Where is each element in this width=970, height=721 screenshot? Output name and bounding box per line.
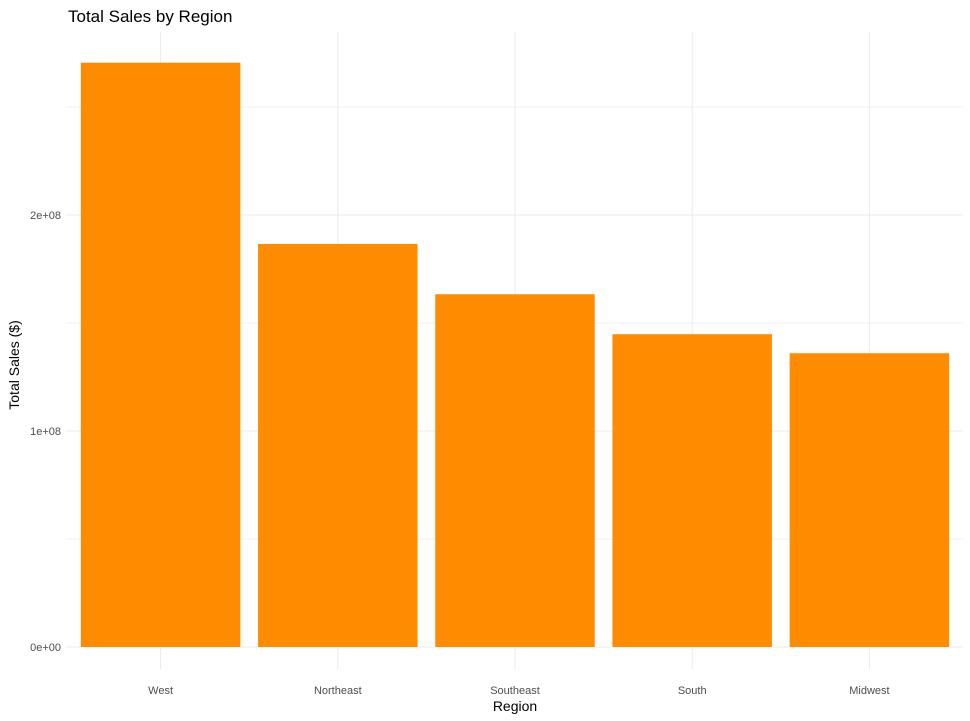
- y-axis-ticks: 0e+00 1e+08 2e+08: [30, 210, 61, 654]
- x-tick-label: Midwest: [849, 685, 889, 697]
- x-tick-label: Southeast: [490, 685, 540, 697]
- x-axis-title: Region: [493, 698, 537, 714]
- chart-title: Total Sales by Region: [68, 7, 232, 26]
- y-tick-label: 1e+08: [30, 426, 61, 438]
- x-axis-ticks: West Northeast Southeast South Midwest: [148, 685, 889, 697]
- bars: [80, 62, 950, 648]
- y-axis-title: Total Sales ($): [6, 320, 22, 409]
- y-tick-label: 0e+00: [30, 642, 61, 654]
- x-tick-label: South: [678, 685, 707, 697]
- bar-south: [612, 334, 772, 647]
- bar-midwest: [789, 353, 950, 647]
- y-tick-label: 2e+08: [30, 210, 61, 222]
- bar-southeast: [435, 294, 595, 647]
- bar-northeast: [258, 243, 418, 647]
- x-tick-label: West: [148, 685, 173, 697]
- x-tick-label: Northeast: [314, 685, 362, 697]
- bar-west: [80, 62, 241, 648]
